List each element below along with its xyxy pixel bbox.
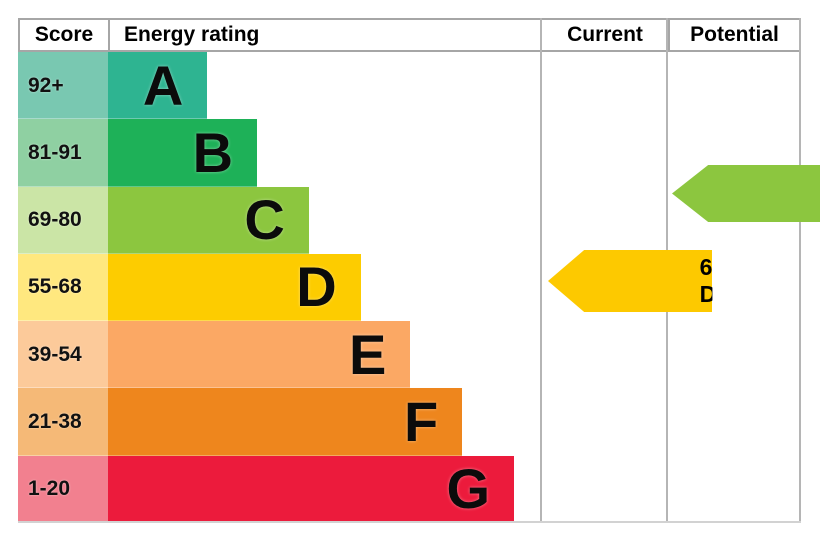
band-row-e: 39-54 E <box>18 321 540 389</box>
rating-letter: G <box>446 457 491 521</box>
band-row-g: 1-20 G <box>18 455 540 523</box>
rating-letter: B <box>192 120 234 184</box>
current-column-left-border <box>540 18 542 523</box>
score-cell: 39-54 <box>18 321 108 389</box>
band-row-d: 55-68 D <box>18 253 540 322</box>
bar-track: G <box>108 455 540 523</box>
potential-column-right-border <box>799 18 801 523</box>
current-rating-label: 64 D <box>699 254 726 307</box>
rating-letter: A <box>142 53 184 117</box>
bar-track: E <box>108 321 540 389</box>
rating-bar-c: C <box>108 186 309 254</box>
rating-bar-f: F <box>108 388 463 456</box>
score-cell: 81-91 <box>18 119 108 187</box>
score-column-header: Score <box>18 18 108 52</box>
bar-track: D <box>108 253 540 322</box>
bar-track: A <box>108 52 540 120</box>
rating-letter: D <box>296 255 337 319</box>
energy-rating-column-header: Energy rating <box>108 18 540 52</box>
current-column-header: Current <box>540 18 668 52</box>
bar-track: B <box>108 119 540 187</box>
rating-bar-b: B <box>108 119 258 187</box>
rating-bar-d: D <box>108 253 361 322</box>
potential-column-header: Potential <box>668 18 801 52</box>
score-cell: 69-80 <box>18 186 108 254</box>
rating-bar-g: G <box>108 455 515 523</box>
bar-track: F <box>108 388 540 456</box>
band-row-f: 21-38 F <box>18 388 540 456</box>
score-cell: 92+ <box>18 52 108 120</box>
current-rating-arrow: 64 D <box>548 250 713 312</box>
rating-bar-e: E <box>108 321 411 389</box>
rating-bands: 92+ A 81-91 B 69-80 <box>18 52 540 523</box>
rating-letter: E <box>349 322 387 386</box>
bar-track: C <box>108 186 540 254</box>
rating-letter: F <box>404 390 439 454</box>
rating-letter: C <box>244 188 285 252</box>
header-row: Score Energy rating Current Potential <box>18 18 801 52</box>
band-row-a: 92+ A <box>18 52 540 120</box>
score-cell: 21-38 <box>18 388 108 456</box>
rating-bar-a: A <box>108 52 208 120</box>
potential-rating-arrow: 80 C <box>672 165 820 222</box>
epc-table: Score Energy rating Current Potential 92… <box>18 18 820 523</box>
score-cell: 1-20 <box>18 455 108 523</box>
table-bottom-border <box>18 521 801 523</box>
score-cell: 55-68 <box>18 253 108 322</box>
band-row-c: 69-80 C <box>18 186 540 254</box>
band-row-b: 81-91 B <box>18 119 540 187</box>
